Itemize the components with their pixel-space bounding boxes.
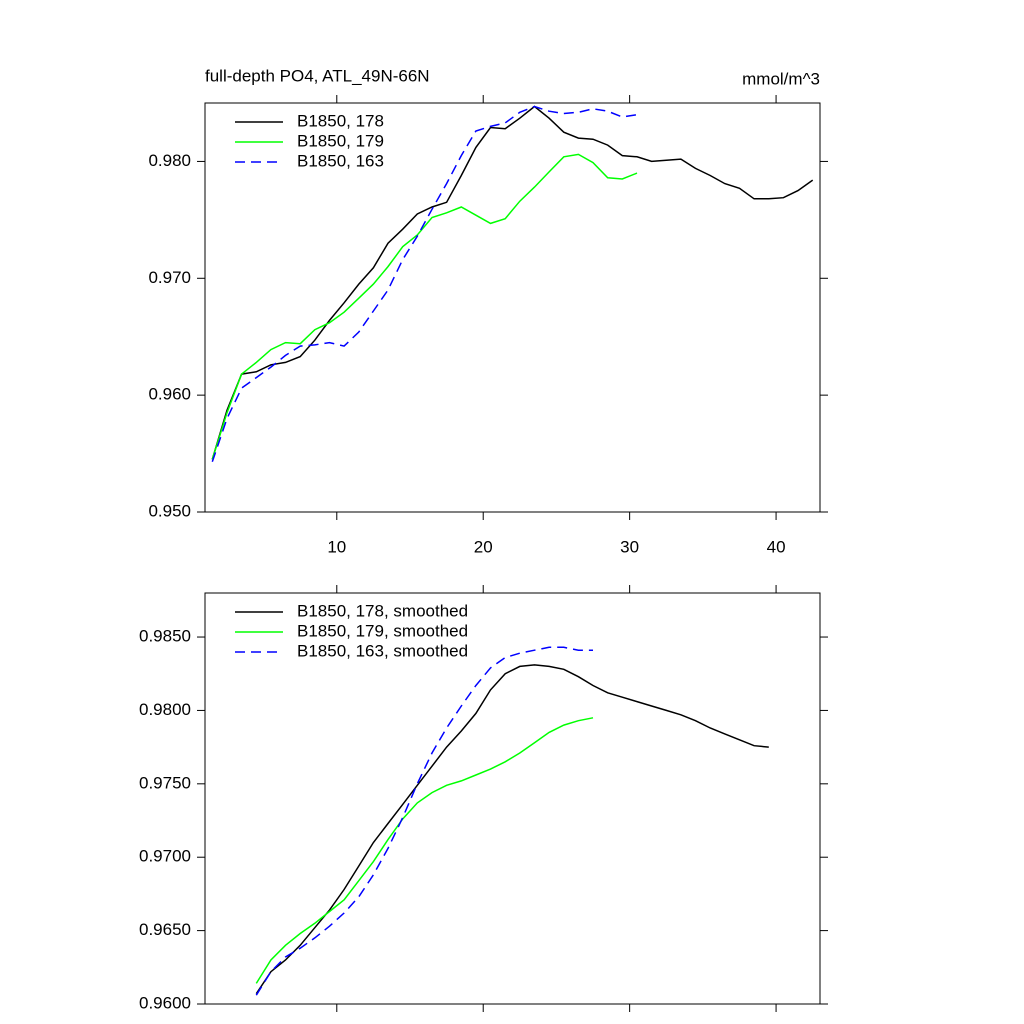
y-tick-label: 0.950 (148, 501, 191, 520)
plot-frame (204, 102, 821, 513)
series-line (255, 717, 594, 984)
y-tick-label: 0.960 (148, 385, 191, 404)
series-line (255, 664, 769, 995)
series-line (211, 153, 638, 460)
series-line (211, 105, 814, 460)
legend-label: B1850, 179 (297, 131, 384, 150)
x-tick-label: 20 (474, 537, 493, 556)
x-tick-label: 10 (327, 537, 346, 556)
y-tick-label: 0.9700 (139, 847, 191, 866)
legend-label: B1850, 178 (297, 111, 384, 130)
y-tick-label: 0.980 (148, 151, 191, 170)
y-tick-label: 0.9850 (139, 627, 191, 646)
y-tick-label: 0.9650 (139, 920, 191, 939)
legend-label: B1850, 179, smoothed (297, 621, 468, 640)
legend-label: B1850, 163, smoothed (297, 641, 468, 660)
y-tick-label: 0.9600 (139, 993, 191, 1012)
plot-frame (204, 592, 821, 1005)
units-label: mmol/m^3 (742, 69, 820, 88)
x-tick-label: 30 (620, 537, 639, 556)
series-line (255, 646, 593, 996)
chart-title: full-depth PO4, ATL_49N-66N (205, 66, 430, 85)
legend-label: B1850, 178, smoothed (297, 601, 468, 620)
x-tick-label: 40 (767, 537, 786, 556)
y-tick-label: 0.9750 (139, 773, 191, 792)
y-tick-label: 0.970 (148, 268, 191, 287)
y-tick-label: 0.9800 (139, 700, 191, 719)
series-line (211, 105, 638, 463)
legend-label: B1850, 163 (297, 151, 384, 170)
